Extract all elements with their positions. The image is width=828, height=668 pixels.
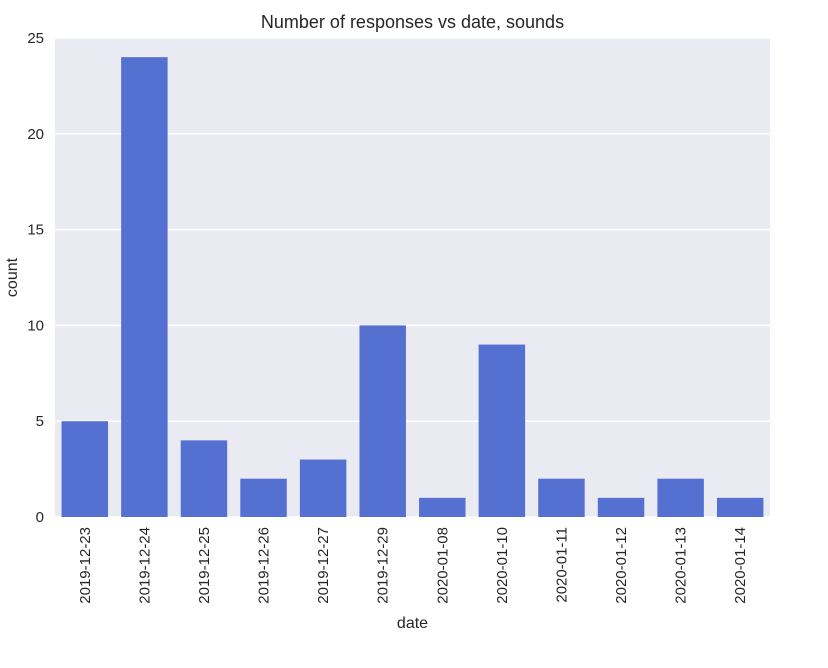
x-tick-label: 2020-01-08 — [434, 527, 451, 604]
bar-2020-01-08 — [419, 497, 466, 517]
y-axis-ticks: 0 5 10 15 20 25 — [27, 30, 44, 526]
bar-2019-12-26 — [240, 478, 287, 517]
bar-2020-01-14 — [716, 497, 764, 517]
y-tick-label: 20 — [27, 126, 44, 143]
x-tick-label: 2019-12-27 — [315, 527, 332, 604]
x-tick-label: 2020-01-11 — [553, 527, 570, 603]
x-tick-label: 2019-12-25 — [196, 527, 213, 604]
x-tick-label: 2020-01-14 — [732, 527, 749, 604]
bar-2019-12-29 — [359, 325, 406, 517]
y-tick-label: 25 — [27, 30, 44, 47]
bar-2019-12-24 — [121, 57, 168, 517]
bars — [61, 57, 764, 517]
plot-area — [55, 38, 770, 517]
x-axis-ticks: 2019-12-23 2019-12-24 2019-12-25 2019-12-26… — [77, 527, 749, 604]
x-tick-label: 2019-12-26 — [256, 527, 273, 604]
bar-2019-12-27 — [299, 459, 347, 517]
bar-2020-01-13 — [657, 478, 704, 517]
y-tick-label: 15 — [27, 222, 44, 239]
bar-2019-12-23 — [61, 421, 109, 517]
x-tick-label: 2019-12-29 — [375, 527, 392, 604]
bar-2020-01-10 — [478, 344, 526, 517]
y-tick-label: 10 — [27, 317, 44, 334]
y-tick-label: 0 — [36, 509, 44, 526]
bar-2020-01-12 — [597, 497, 645, 517]
bar-2019-12-25 — [180, 440, 228, 517]
x-tick-label: 2019-12-23 — [77, 527, 94, 604]
y-tick-label: 5 — [36, 413, 44, 430]
gridlines — [55, 37, 770, 518]
x-tick-label: 2019-12-24 — [136, 527, 153, 604]
x-tick-label: 2020-01-13 — [673, 527, 690, 604]
x-tick-label: 2020-01-12 — [613, 527, 630, 604]
y-axis-label: count — [4, 257, 21, 297]
bar-2020-01-11 — [538, 478, 585, 517]
chart-title: Number of responses vs date, sounds — [261, 12, 564, 32]
x-axis-label: date — [397, 615, 428, 632]
x-tick-label: 2020-01-10 — [494, 527, 511, 604]
